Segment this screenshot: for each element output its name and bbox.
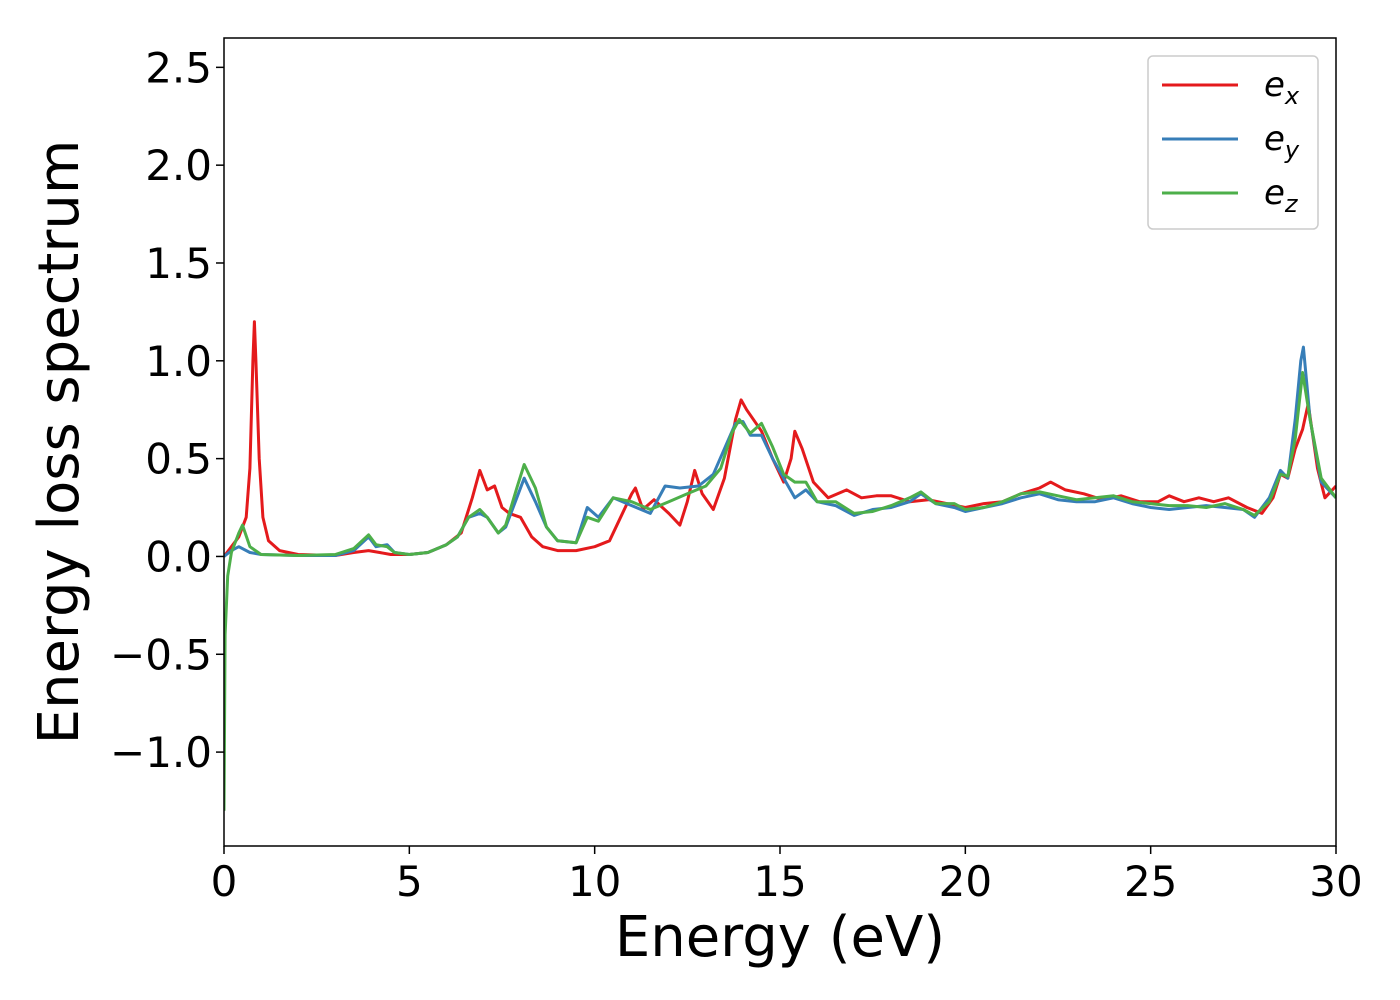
y-tick-label: −1.0 — [110, 728, 212, 777]
plot-frame — [223, 37, 1337, 847]
x-tick-label: 20 — [939, 857, 992, 906]
y-tick-label: 1.0 — [145, 337, 212, 386]
y-axis-ticks: −1.0 −0.5 0.0 0.5 1.0 1.5 2.0 2.5 — [110, 43, 224, 777]
x-tick-label: 25 — [1124, 857, 1177, 906]
x-axis-label: Energy (eV) — [615, 905, 945, 970]
x-axis-ticks: 0 5 10 15 20 25 30 — [211, 846, 1363, 906]
y-axis-label: Energy loss spectrum — [27, 140, 92, 745]
y-tick-label: 1.5 — [145, 239, 212, 288]
y-tick-label: 2.0 — [145, 141, 212, 190]
series-layer — [224, 320, 1336, 811]
x-tick-label: 0 — [211, 857, 238, 906]
y-tick-label: 0.0 — [145, 532, 212, 581]
legend-label: ey — [1264, 119, 1300, 164]
x-tick-label: 30 — [1309, 857, 1362, 906]
legend-label: ex — [1264, 65, 1300, 110]
y-tick-label: 2.5 — [145, 43, 212, 92]
series-line-e-y — [224, 345, 1336, 558]
y-tick-label: 0.5 — [145, 435, 212, 484]
x-tick-label: 10 — [568, 857, 621, 906]
x-tick-label: 15 — [753, 857, 806, 906]
series-line-e-z — [224, 371, 1336, 811]
x-tick-label: 5 — [396, 857, 423, 906]
y-tick-label: −0.5 — [110, 630, 212, 679]
legend: ex ey ez — [1147, 55, 1319, 230]
legend-box — [1147, 55, 1319, 230]
series-line-e-x — [224, 320, 1336, 558]
legend-label: ez — [1264, 173, 1299, 218]
